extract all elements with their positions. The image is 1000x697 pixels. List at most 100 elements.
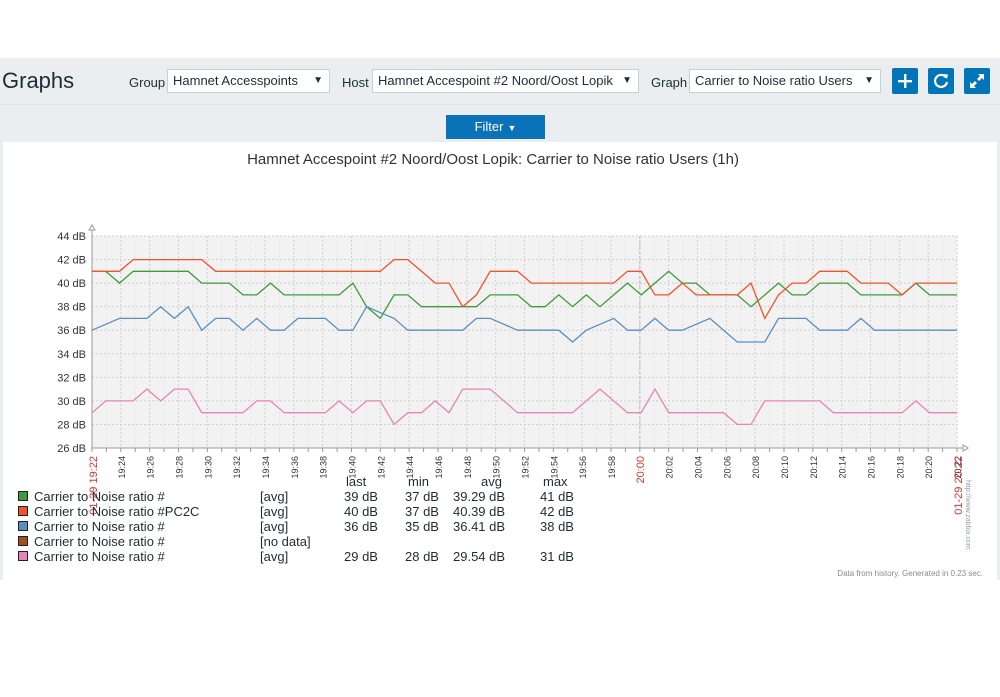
x-tick-label: 20:04: [694, 456, 704, 479]
x-tick-label: 19:48: [463, 456, 473, 479]
legend-max: 31 dB: [540, 549, 574, 564]
y-tick-label: 34 dB: [57, 349, 86, 361]
legend-swatch: [18, 491, 28, 501]
x-tick-label: 19:44: [405, 456, 415, 479]
chart-series: [91, 258, 957, 426]
y-tick-label: 30 dB: [57, 396, 86, 408]
y-tick-label: 38 dB: [57, 302, 86, 314]
plus-icon: [898, 74, 912, 88]
legend-header-avg: avg: [481, 474, 502, 489]
x-tick-label: 19:36: [290, 456, 300, 479]
x-tick-label: 19:32: [232, 456, 242, 479]
page-title: Graphs: [2, 68, 75, 93]
x-tick-label: 20:06: [722, 456, 732, 479]
legend-last: 36 dB: [344, 519, 378, 534]
y-axis-arrow: [88, 224, 96, 231]
refresh-button[interactable]: [928, 68, 954, 94]
generation-note: Data from history. Generated in 0.23 sec…: [837, 569, 983, 578]
y-tick-label: 44 dB: [57, 231, 86, 243]
x-tick-label: 20:02: [665, 456, 675, 479]
x-tick-label: 20:16: [867, 456, 877, 479]
x-tick-label: 20:12: [809, 456, 819, 479]
x-tick-label: 20:20: [924, 456, 934, 479]
x-tick-label: 19:52: [521, 456, 531, 479]
series-line-2: [92, 258, 957, 320]
legend-min: 37 dB: [405, 504, 439, 519]
legend-last: 39 dB: [344, 489, 378, 504]
x-tick-label: 19:42: [376, 456, 386, 479]
add-to-favourites-button[interactable]: [892, 68, 918, 94]
host-select[interactable]: Hamnet Accespoint #2 Noord/Oost Lopik ▼: [372, 69, 639, 93]
graph-select[interactable]: Carrier to Noise ratio Users ▼: [689, 69, 881, 93]
x-tick-label: 19:24: [117, 456, 127, 479]
graph-canvas: Hamnet Accespoint #2 Noord/Oost Lopik: C…: [57, 151, 969, 515]
legend-avg: 29.54 dB: [453, 549, 506, 564]
header-divider: [0, 104, 1000, 105]
y-tick-label: 28 dB: [57, 419, 86, 431]
legend-header-last: last: [346, 474, 367, 489]
legend-min: 28 dB: [405, 549, 439, 564]
x-tick-label: 19:26: [146, 456, 156, 479]
y-tick-label: 36 dB: [57, 325, 86, 337]
x-tick-label: 19:34: [261, 456, 271, 479]
legend-max: 38 dB: [540, 519, 574, 534]
legend-name: Carrier to Noise ratio #PC2C: [34, 504, 200, 519]
legend-avg: 40.39 dB: [453, 504, 506, 519]
x-tick-label: 20:14: [838, 456, 848, 479]
watermark: http://www.zabbix.com: [964, 480, 971, 550]
host-select-value: Hamnet Accespoint #2 Noord/Oost Lopik: [378, 73, 613, 88]
legend-swatch: [18, 506, 28, 516]
y-tick-label: 40 dB: [57, 278, 86, 290]
filter-toggle-button[interactable]: Filter ▼: [446, 115, 545, 139]
group-select-value: Hamnet Accesspoints: [173, 73, 299, 88]
graph-panel: Hamnet Accespoint #2 Noord/Oost Lopik: C…: [3, 142, 997, 580]
legend-last: 29 dB: [344, 549, 378, 564]
x-tick-label: 20:00: [635, 456, 647, 484]
series-line-3: [91, 305, 957, 343]
x-tick-label: 19:28: [175, 456, 185, 479]
app-frame: Graphs Group Hamnet Accesspoints ▼ Host …: [0, 58, 1000, 580]
group-select[interactable]: Hamnet Accesspoints ▼: [167, 69, 330, 93]
x-tick-label: 19:56: [578, 456, 588, 479]
legend-last: 40 dB: [344, 504, 378, 519]
chevron-down-icon: ▼: [507, 123, 517, 133]
group-label: Group: [129, 75, 166, 90]
legend-avg: 36.41 dB: [453, 519, 506, 534]
legend-swatch: [18, 551, 28, 561]
y-tick-label: 32 dB: [57, 372, 86, 384]
x-start-label: 01-29 19:22: [88, 456, 100, 515]
legend-function: [avg]: [260, 519, 289, 534]
legend-name: Carrier to Noise ratio #: [34, 489, 165, 504]
legend-name: Carrier to Noise ratio #: [34, 519, 165, 534]
legend-name: Carrier to Noise ratio #: [34, 549, 165, 564]
x-tick-label: 19:30: [203, 456, 213, 479]
chart-grid: [91, 235, 958, 449]
legend-swatch: [18, 536, 28, 546]
y-tick-label: 26 dB: [57, 443, 86, 455]
legend-header-max: max: [543, 474, 568, 489]
legend-swatch: [18, 521, 28, 531]
series-line-1: [92, 270, 957, 320]
fullscreen-icon: [970, 74, 984, 88]
legend-name: Carrier to Noise ratio #: [34, 534, 165, 549]
legend-function: [avg]: [260, 549, 289, 564]
legend-min: 37 dB: [405, 489, 439, 504]
x-end-label: 01-29 20:22: [953, 456, 965, 515]
x-tick-label: 19:46: [434, 456, 444, 479]
page-header: Graphs Group Hamnet Accesspoints ▼ Host …: [0, 58, 1000, 104]
chevron-down-icon: ▼: [313, 75, 323, 86]
fullscreen-button[interactable]: [964, 68, 990, 94]
x-tick-label: 19:58: [607, 456, 617, 479]
graph-select-value: Carrier to Noise ratio Users: [695, 73, 853, 88]
x-tick-label: 20:18: [895, 456, 905, 479]
x-axis-arrow: [962, 444, 969, 452]
chevron-down-icon: ▼: [622, 75, 632, 86]
x-tick-label: 20:08: [751, 456, 761, 479]
chart-axes: 44 dB 42 dB 40 dB 38 dB 36 dB 34 dB 32 dB 30 dB…: [57, 224, 969, 515]
x-tick-label: 19:54: [549, 456, 559, 479]
legend-max: 41 dB: [540, 489, 574, 504]
series-line-4: [91, 387, 957, 426]
x-tick-label: 20:22: [953, 456, 963, 479]
host-label: Host: [342, 75, 369, 90]
legend-avg: 39.29 dB: [453, 489, 506, 504]
